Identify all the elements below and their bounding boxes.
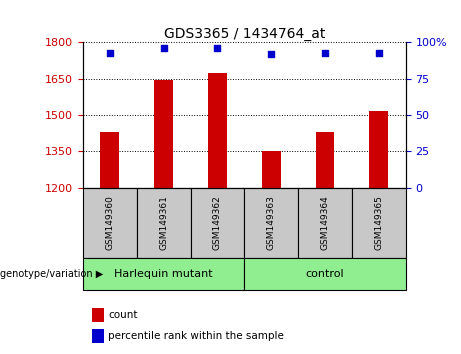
- Bar: [154, 80, 173, 188]
- Text: GSM149362: GSM149362: [213, 196, 222, 250]
- Bar: [262, 151, 281, 188]
- Point: [267, 51, 275, 57]
- Point: [321, 50, 329, 56]
- Point: [214, 45, 221, 51]
- Bar: [298, 188, 352, 258]
- Point: [106, 50, 113, 56]
- Text: GSM149364: GSM149364: [320, 196, 330, 250]
- Bar: [190, 188, 244, 258]
- Bar: [316, 132, 334, 188]
- Text: control: control: [306, 269, 344, 279]
- Text: GSM149363: GSM149363: [267, 195, 276, 251]
- Text: GSM149360: GSM149360: [106, 195, 114, 251]
- Point: [160, 45, 167, 51]
- Text: GSM149365: GSM149365: [374, 195, 383, 251]
- Text: Harlequin mutant: Harlequin mutant: [114, 269, 213, 279]
- Bar: [83, 188, 137, 258]
- Text: count: count: [108, 310, 138, 320]
- Bar: [83, 258, 244, 290]
- Bar: [100, 132, 119, 188]
- Bar: [208, 73, 227, 188]
- Text: percentile rank within the sample: percentile rank within the sample: [108, 331, 284, 341]
- Text: genotype/variation ▶: genotype/variation ▶: [0, 269, 103, 279]
- Bar: [137, 188, 190, 258]
- Point: [375, 50, 383, 56]
- Title: GDS3365 / 1434764_at: GDS3365 / 1434764_at: [164, 28, 325, 41]
- Bar: [244, 188, 298, 258]
- Bar: [369, 112, 388, 188]
- Bar: [244, 258, 406, 290]
- Text: GSM149361: GSM149361: [159, 195, 168, 251]
- Bar: [352, 188, 406, 258]
